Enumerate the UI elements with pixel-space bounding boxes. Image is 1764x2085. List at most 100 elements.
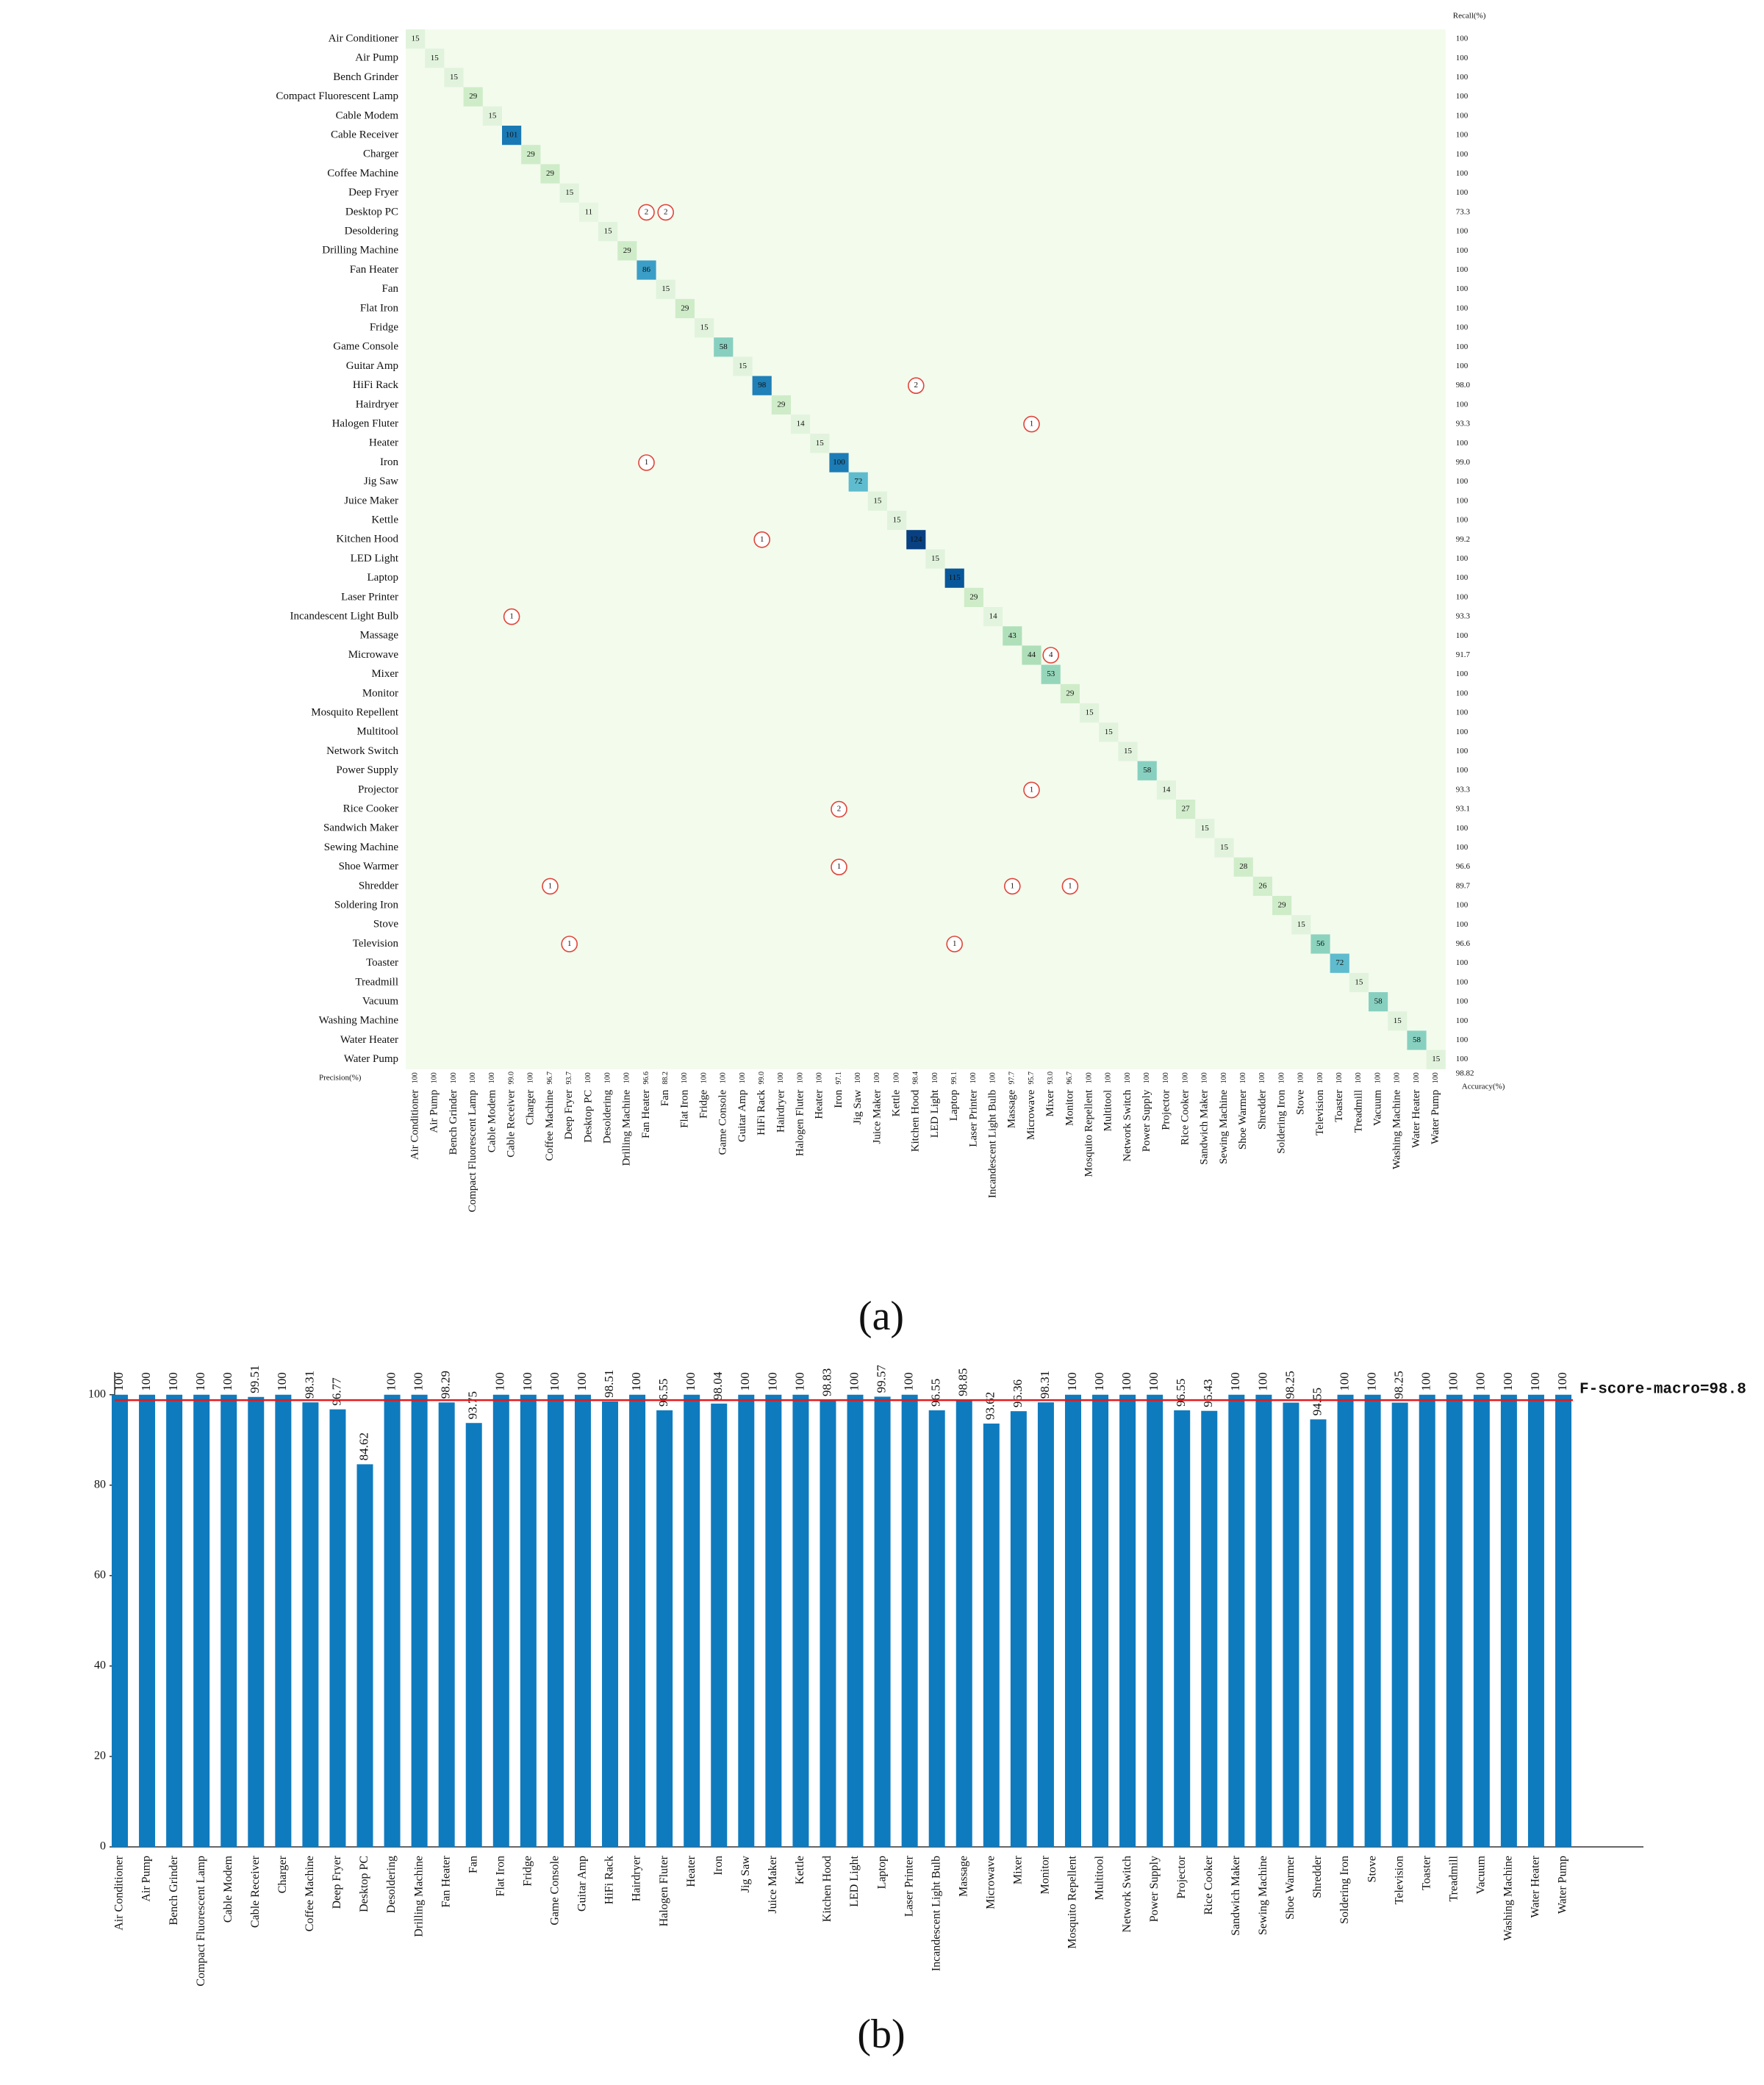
value-label: 96.77 xyxy=(329,1377,343,1406)
value-label: 96.55 xyxy=(656,1379,670,1407)
column-label: Hairdryer xyxy=(775,1090,786,1133)
value-label: 100 xyxy=(493,1372,507,1391)
diagonal-cell xyxy=(617,241,637,261)
error-value: 1 xyxy=(645,458,649,467)
precision-value: 100 xyxy=(1143,1072,1151,1083)
x-tick-label: Desoldering xyxy=(385,1856,398,1913)
bar xyxy=(684,1394,700,1847)
error-cell xyxy=(1061,878,1079,895)
cell-value: 15 xyxy=(1086,708,1094,717)
diagonal-cell xyxy=(425,49,445,68)
accuracy-value: 98.82 xyxy=(1456,1069,1474,1077)
recall-value: 100 xyxy=(1456,111,1469,120)
error-cell xyxy=(831,858,847,875)
column-label: Soldering Iron xyxy=(1276,1089,1288,1154)
bar xyxy=(602,1401,619,1847)
cell-value: 58 xyxy=(1374,997,1383,1006)
x-tick-label: Cable Modem xyxy=(222,1855,234,1923)
x-tick-label: Massage xyxy=(957,1856,969,1897)
precision-value: 100 xyxy=(969,1072,978,1083)
cell-value: 29 xyxy=(527,150,536,159)
x-tick-label: Network Switch xyxy=(1121,1856,1133,1932)
recall-value: 100 xyxy=(1456,1055,1469,1063)
cell-value: 56 xyxy=(1316,939,1325,948)
bar xyxy=(629,1394,646,1847)
cell-value: 28 xyxy=(1239,862,1248,871)
bar xyxy=(1527,1394,1544,1847)
precision-value: 100 xyxy=(623,1072,631,1083)
column-label: Massage xyxy=(1006,1089,1018,1128)
x-tick-label: Charger xyxy=(276,1855,289,1893)
diagonal-cell xyxy=(944,568,964,588)
precision-value: 100 xyxy=(1316,1072,1324,1083)
value-label: 100 xyxy=(1065,1372,1079,1391)
row-label: Flat Iron xyxy=(360,302,399,314)
row-label: Heater xyxy=(369,437,398,449)
error-value: 1 xyxy=(1011,881,1015,890)
row-label: Drilling Machine xyxy=(322,245,398,256)
x-tick-label: Cable Receiver xyxy=(249,1855,262,1928)
bar xyxy=(1555,1394,1571,1847)
bar xyxy=(874,1396,891,1847)
recall-value: 100 xyxy=(1456,227,1469,236)
row-label: Treadmill xyxy=(355,976,398,988)
bar xyxy=(901,1394,918,1847)
value-label: 100 xyxy=(1119,1372,1133,1391)
error-value: 1 xyxy=(509,612,514,621)
precision-value: 100 xyxy=(681,1072,689,1083)
recall-value: 100 xyxy=(1456,1036,1469,1044)
column-label: Air Conditioner xyxy=(409,1090,421,1160)
column-label: Kitchen Hood xyxy=(910,1089,922,1152)
error-cell xyxy=(638,454,655,471)
x-tick-label: Jig Saw xyxy=(739,1856,752,1893)
column-label: Compact Fluorescent Lamp xyxy=(467,1090,478,1213)
recall-value: 98.0 xyxy=(1456,381,1471,390)
value-label: 100 xyxy=(575,1372,589,1391)
bar xyxy=(520,1394,537,1847)
error-cell xyxy=(753,531,770,548)
cell-value: 15 xyxy=(816,439,825,448)
precision-value: 96.6 xyxy=(642,1072,650,1085)
diagonal-cell xyxy=(1176,800,1196,819)
precision-value: 97.7 xyxy=(1008,1072,1017,1085)
cell-value: 15 xyxy=(1432,1055,1441,1063)
bar xyxy=(139,1394,156,1847)
error-cell xyxy=(503,608,520,625)
recall-value: 100 xyxy=(1456,362,1469,370)
y-tick-label: 60 xyxy=(94,1569,106,1582)
diagonal-cell xyxy=(1311,934,1330,954)
x-tick-label: Shoe Warmer xyxy=(1284,1855,1297,1920)
bar xyxy=(1446,1394,1463,1847)
column-label: Laser Printer xyxy=(967,1090,979,1147)
value-label: 93.75 xyxy=(466,1391,480,1419)
precision-value: 100 xyxy=(1432,1072,1440,1083)
column-label: Rice Cooker xyxy=(1180,1090,1191,1145)
recall-value: 96.6 xyxy=(1456,862,1471,871)
row-label: Desoldering xyxy=(345,226,399,237)
precision-value: 100 xyxy=(1105,1072,1113,1083)
row-label: Hairdryer xyxy=(356,398,398,410)
column-label: Coffee Machine xyxy=(544,1089,556,1160)
cell-value: 29 xyxy=(1066,689,1075,697)
diagonal-cell xyxy=(540,164,560,184)
error-value: 2 xyxy=(664,207,668,216)
row-label: Cable Receiver xyxy=(331,129,398,141)
cell-value: 15 xyxy=(662,284,670,293)
x-tick-label: Shredder xyxy=(1311,1855,1324,1898)
recall-value: 100 xyxy=(1456,169,1469,178)
column-label: Desoldering xyxy=(602,1089,614,1144)
precision-value: 100 xyxy=(1239,1072,1247,1083)
diagonal-cell xyxy=(964,587,983,607)
x-tick-label: Heater xyxy=(685,1855,698,1887)
precision-value: 100 xyxy=(1201,1072,1209,1083)
value-label: 100 xyxy=(1255,1372,1269,1391)
value-label: 100 xyxy=(847,1372,861,1391)
cell-value: 14 xyxy=(989,612,998,621)
cell-value: 124 xyxy=(910,535,922,544)
diagonal-cell xyxy=(752,376,772,395)
bar xyxy=(275,1394,292,1847)
recall-value: 99.0 xyxy=(1456,458,1471,467)
error-cell xyxy=(946,936,963,952)
diagonal-cell xyxy=(637,260,656,280)
column-label: Cable Modem xyxy=(486,1089,498,1152)
